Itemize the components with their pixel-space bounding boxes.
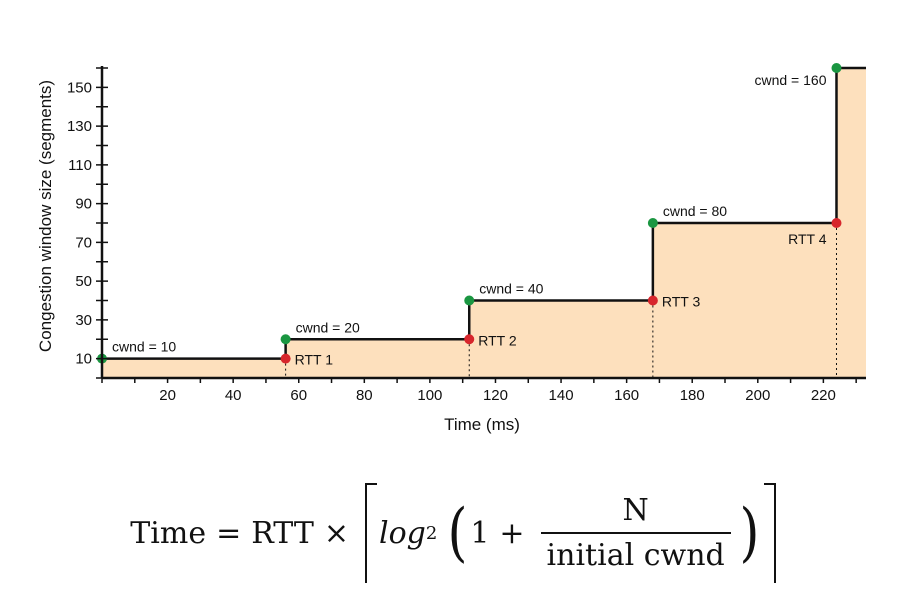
y-tick-label: 50	[75, 273, 92, 290]
rtt-label: RTT 3	[662, 294, 701, 310]
congestion-window-chart: cwnd = 10 cwnd = 20 cwnd = 40 cwnd = 80 cwnd…	[36, 63, 866, 434]
cwnd-start-point	[280, 334, 291, 345]
formula-log-base: 2	[425, 522, 438, 544]
rtt-point	[647, 295, 658, 306]
cwnd-label: cwnd = 20	[296, 319, 360, 335]
x-tick-label: 40	[225, 387, 242, 404]
completion-time-formula: Time = RTT × log 2 ( 1 + N initial cwnd )	[0, 478, 906, 588]
y-tick-label: 110	[68, 157, 92, 174]
formula-denominator: initial cwnd	[540, 532, 731, 573]
x-tick-label: 120	[483, 387, 508, 404]
rtt-point	[280, 353, 291, 364]
rtt-label: RTT 1	[295, 352, 334, 368]
x-tick-label: 140	[549, 387, 574, 404]
x-tick-label: 180	[680, 387, 705, 404]
cwnd-label: cwnd = 160	[754, 72, 826, 88]
x-axis-title: Time (ms)	[444, 415, 520, 434]
y-tick-label: 10	[75, 351, 92, 368]
x-tick-label: 200	[745, 387, 770, 404]
cwnd-area	[102, 68, 866, 378]
cwnd-label: cwnd = 10	[112, 339, 176, 355]
y-tick-label: 90	[75, 196, 92, 213]
y-tick-label: 150	[67, 79, 92, 96]
cwnd-label: cwnd = 80	[663, 203, 727, 219]
rtt-point	[464, 334, 475, 345]
axes: 20 40 60 80 100 120 140 160 180 200 220 10 30 50 70 90 1…	[67, 66, 866, 404]
plot-area: cwnd = 10 cwnd = 20 cwnd = 40 cwnd = 80 cwnd…	[97, 63, 866, 378]
formula-times: ×	[323, 515, 350, 551]
x-tick-label: 20	[159, 387, 176, 404]
ceiling-bracket: log 2 ( 1 + N initial cwnd )	[365, 483, 776, 583]
formula-rtt: RTT	[251, 515, 314, 551]
y-axis-title: Congestion window size (segments)	[36, 80, 55, 352]
y-tick-label: 130	[67, 118, 92, 135]
cwnd-start-point	[647, 218, 658, 228]
x-tick-label: 160	[614, 387, 639, 404]
formula-plus: +	[499, 515, 525, 551]
right-paren: )	[739, 496, 760, 570]
cwnd-step-line	[102, 66, 866, 360]
rtt-label: RTT 4	[788, 231, 827, 247]
formula-equals: =	[216, 515, 242, 551]
formula-log: log	[379, 515, 426, 551]
left-paren: (	[447, 496, 468, 570]
y-tick-label: 70	[75, 234, 92, 251]
cwnd-start-point	[831, 63, 842, 73]
x-tick-label: 100	[417, 387, 442, 404]
formula-lhs: Time	[130, 515, 207, 551]
cwnd-label: cwnd = 40	[479, 281, 543, 297]
rtt-label: RTT 2	[478, 332, 517, 348]
formula-one: 1	[470, 515, 490, 551]
x-tick-label: 80	[356, 387, 373, 404]
rtt-point	[831, 218, 842, 228]
y-tick-label: 30	[75, 312, 92, 329]
formula-fraction: N initial cwnd	[540, 493, 731, 573]
x-tick-label: 220	[811, 387, 836, 404]
x-tick-label: 60	[290, 387, 307, 404]
formula-numerator: N	[622, 493, 649, 528]
cwnd-start-point	[464, 295, 475, 306]
